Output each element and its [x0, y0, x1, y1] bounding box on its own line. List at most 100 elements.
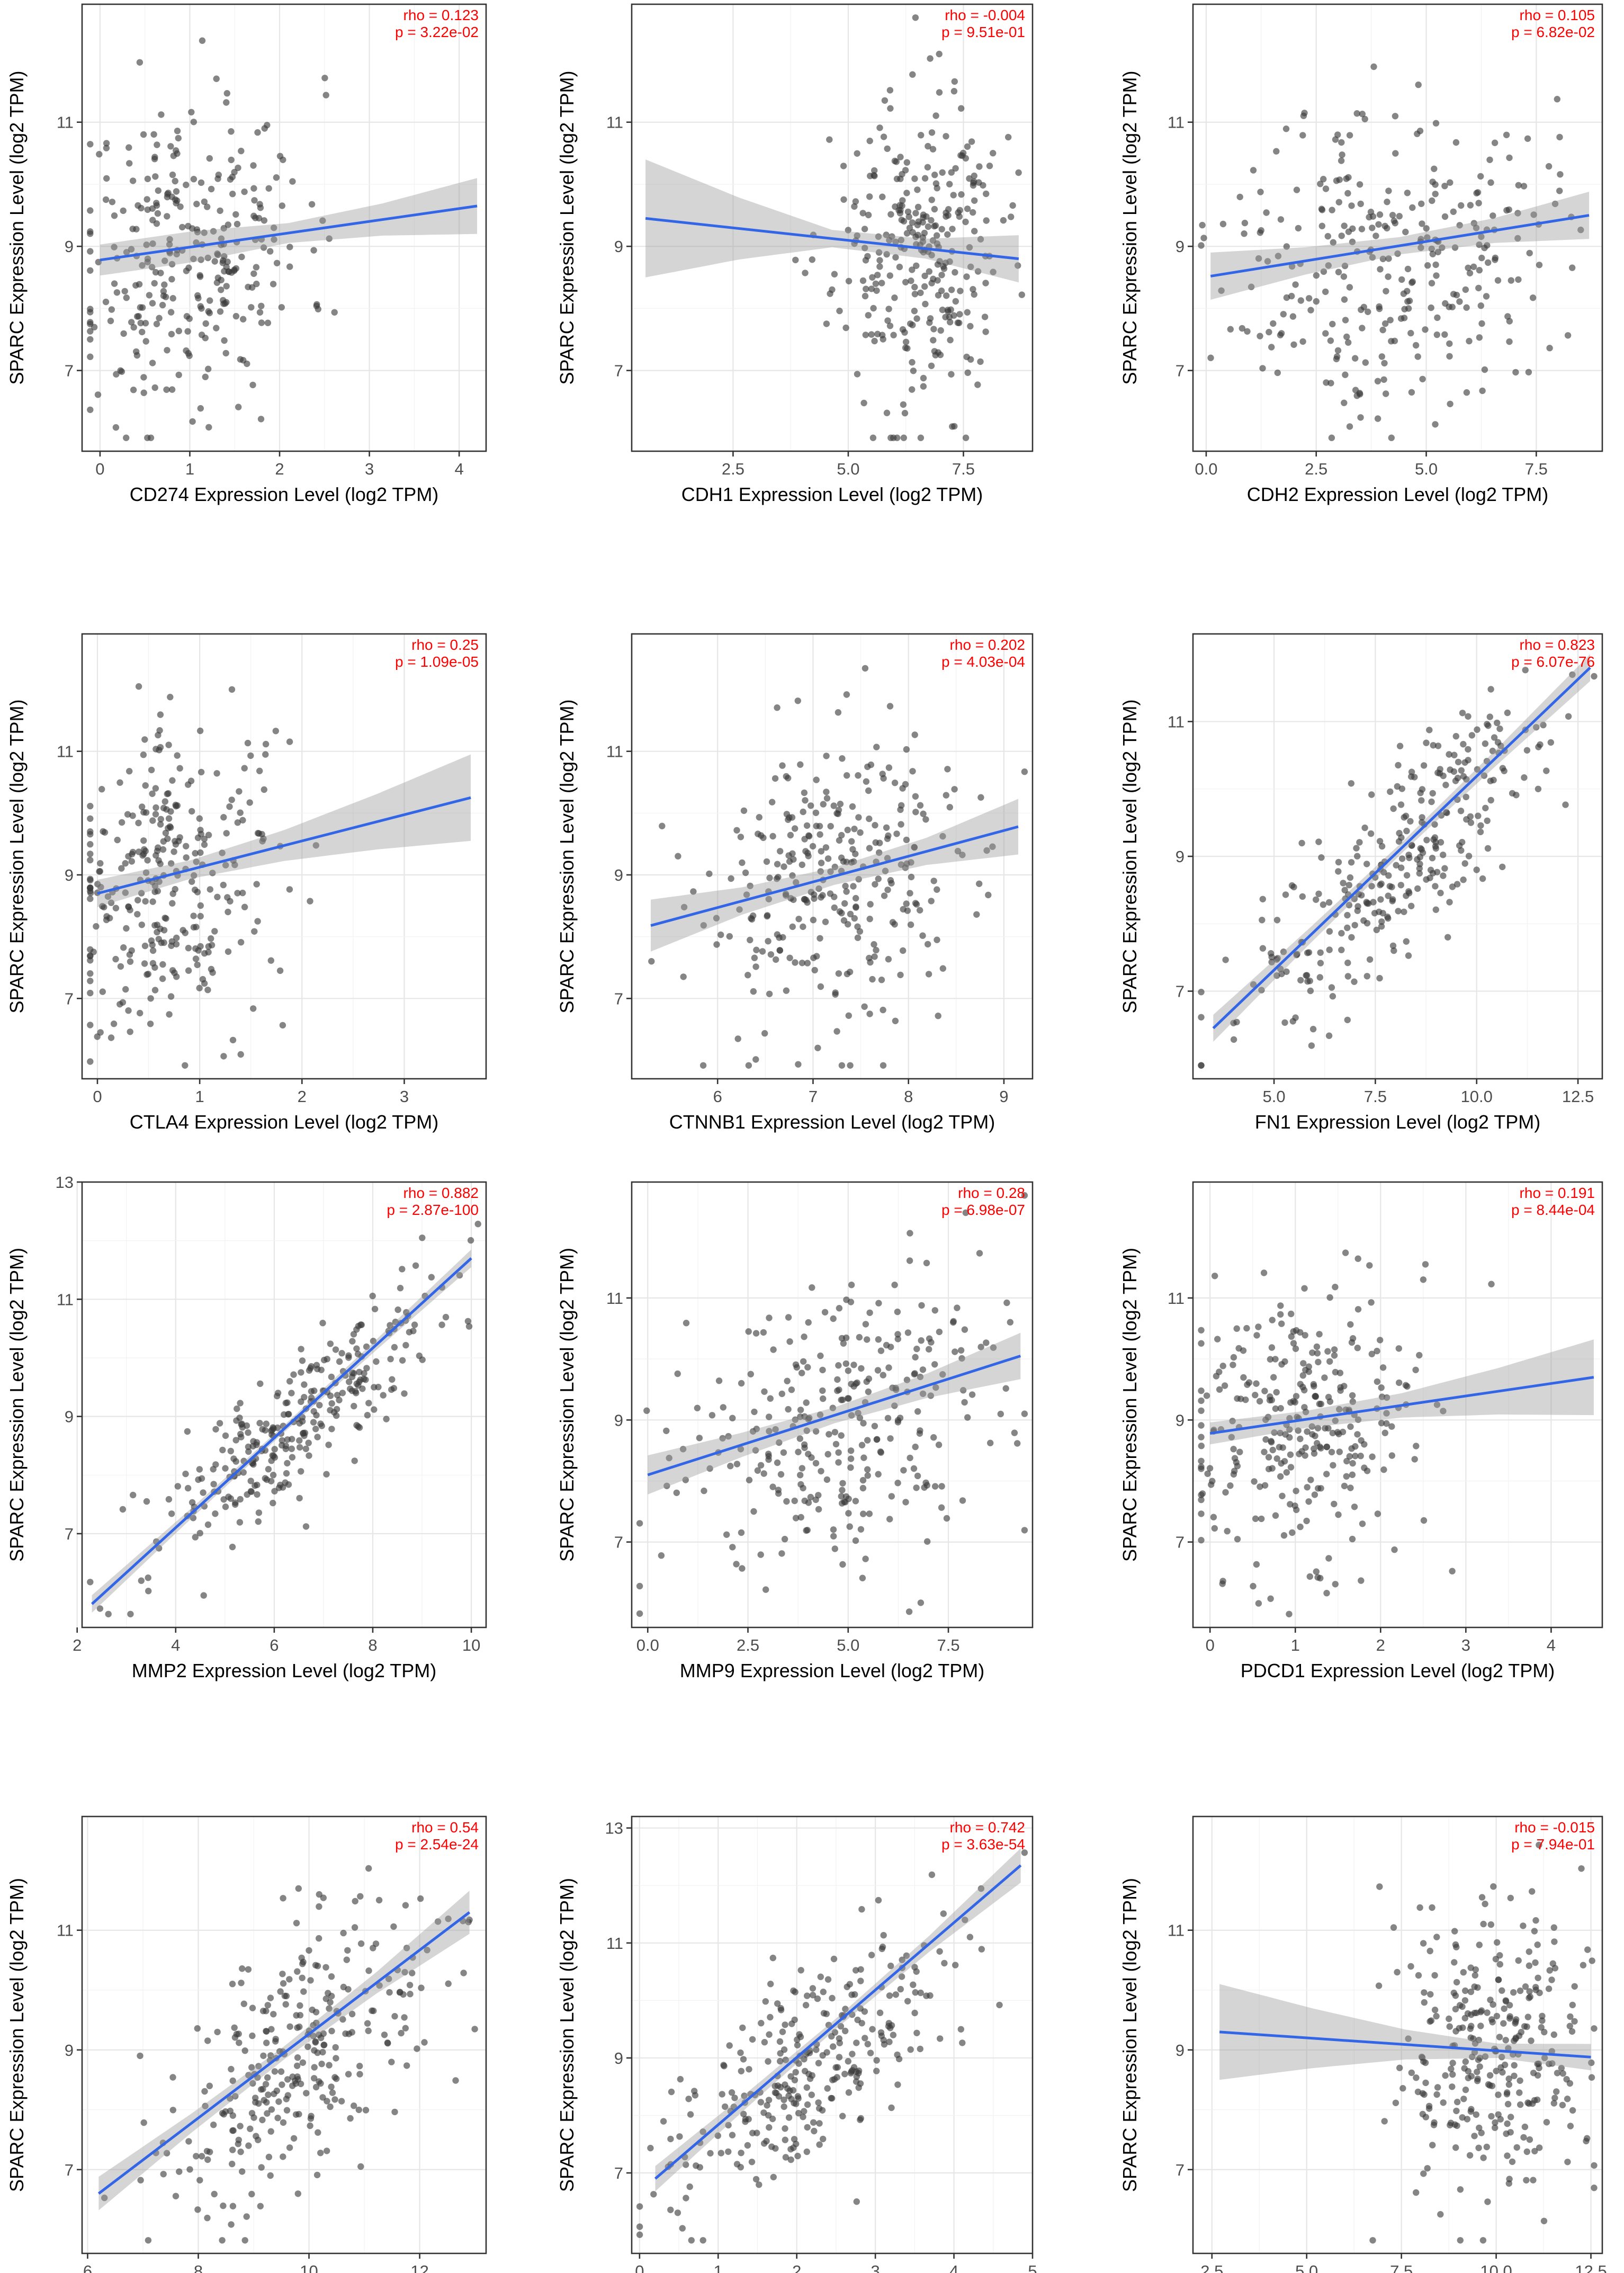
chart-12-point: [1539, 2017, 1546, 2024]
chart-7-point: [130, 1491, 137, 1499]
chart-8-point: [891, 1402, 898, 1409]
chart-9-point: [1351, 1504, 1358, 1510]
chart-3-point: [1446, 353, 1453, 360]
chart-5-point: [811, 967, 818, 974]
chart-9-point: [1321, 1374, 1328, 1381]
chart-4-point: [149, 960, 157, 967]
chart-4-point: [101, 903, 107, 911]
chart-3-point: [1405, 305, 1412, 312]
chart-5-point: [851, 915, 858, 922]
chart-6-point: [1434, 742, 1442, 749]
chart-1-point: [87, 336, 94, 343]
chart-1-point: [217, 207, 223, 214]
chart-4-point: [165, 741, 172, 748]
chart-2-point: [958, 105, 965, 112]
chart-7-point: [254, 1491, 261, 1498]
chart-1-point: [271, 236, 277, 243]
chart-6-point: [1390, 947, 1397, 954]
chart-8-point: [781, 1536, 788, 1543]
chart-8-point: [803, 1399, 810, 1406]
chart-3-point: [1478, 233, 1485, 240]
chart-1-point: [87, 228, 94, 235]
chart-2-point: [802, 270, 809, 276]
chart-8-x-tick-label: 5.0: [837, 1636, 859, 1654]
chart-7-point: [143, 1498, 150, 1505]
chart-2-point: [964, 309, 971, 316]
chart-11-point: [903, 1952, 910, 1959]
chart-6-point: [1484, 817, 1491, 825]
chart-10-point: [140, 2119, 147, 2126]
chart-10-point: [357, 1940, 365, 1947]
chart-7-point: [219, 1446, 226, 1454]
chart-10-point: [137, 2177, 144, 2183]
chart-9-point: [1332, 1368, 1339, 1376]
chart-3-point: [1200, 235, 1207, 241]
chart-1-point: [211, 258, 218, 265]
chart-12-point: [1559, 2070, 1566, 2077]
chart-12-point: [1494, 1939, 1501, 1946]
chart-11-point: [770, 2173, 777, 2181]
chart-10-point: [342, 2030, 349, 2037]
chart-3-point: [1515, 182, 1522, 189]
chart-8-point: [894, 1331, 901, 1338]
chart-3-point: [1375, 221, 1382, 228]
chart-10-point: [299, 1974, 306, 1981]
chart-3-point: [1388, 434, 1395, 441]
chart-8-point: [745, 1328, 752, 1335]
chart-10-point: [355, 2106, 362, 2114]
chart-5-point: [817, 868, 824, 875]
chart-3-point: [1369, 254, 1376, 261]
chart-6-point: [1388, 883, 1395, 891]
chart-2-point: [921, 175, 929, 182]
chart-10-point: [388, 2059, 395, 2065]
chart-5-point: [817, 983, 824, 990]
chart-6-point: [1458, 767, 1465, 774]
chart-5-point: [917, 907, 923, 914]
chart-2-point: [934, 232, 940, 239]
chart-4-point: [149, 817, 156, 824]
chart-11-point: [777, 2004, 784, 2012]
chart-12-point: [1559, 2101, 1566, 2109]
chart-10-point: [260, 2052, 267, 2059]
chart-3-point: [1447, 179, 1453, 186]
chart-3-point: [1383, 288, 1389, 294]
chart-12-point: [1462, 2086, 1469, 2093]
chart-5-point: [839, 755, 846, 762]
chart-1-point: [256, 309, 264, 316]
chart-11-point: [1021, 1849, 1028, 1856]
chart-2-point: [962, 218, 969, 226]
chart-1-point: [255, 214, 263, 222]
chart-1-point: [214, 175, 221, 182]
chart-4-point: [182, 929, 189, 936]
chart-12-x-tick-label: 5.0: [1295, 2262, 1318, 2273]
chart-7-point: [363, 1365, 370, 1372]
chart-2-point: [912, 210, 919, 217]
chart-9-point: [1198, 1443, 1205, 1449]
chart-9-point: [1269, 1446, 1276, 1454]
chart-12-point: [1499, 2054, 1505, 2061]
chart-3-point: [1335, 269, 1342, 275]
chart-10-point: [320, 1894, 327, 1901]
chart-9-point: [1395, 1345, 1402, 1352]
chart-8-point: [824, 1451, 831, 1458]
chart-11-point: [808, 2091, 815, 2098]
chart-10-point: [294, 2062, 301, 2069]
chart-12-point: [1509, 2158, 1516, 2165]
chart-12-point: [1425, 2102, 1433, 2109]
chart-6-point: [1482, 804, 1489, 812]
chart-5-point: [838, 854, 845, 861]
chart-1-point: [95, 258, 102, 266]
chart-2-point: [932, 352, 939, 359]
chart-2-point: [982, 328, 989, 335]
chart-4-point: [140, 751, 147, 758]
chart-4-point: [220, 881, 227, 889]
chart-6-point: [1397, 882, 1404, 889]
chart-panel-12: 2.55.07.510.012.57911MUC1 Expression Lev…: [1119, 1815, 1607, 2273]
chart-12-point: [1429, 2142, 1436, 2149]
chart-1-point: [249, 381, 256, 389]
chart-9-point: [1294, 1413, 1300, 1420]
chart-9-point: [1261, 1448, 1268, 1455]
chart-3-y-tick-label: 7: [1176, 362, 1185, 380]
chart-8-point: [959, 1497, 966, 1504]
chart-7-point: [156, 1545, 163, 1552]
